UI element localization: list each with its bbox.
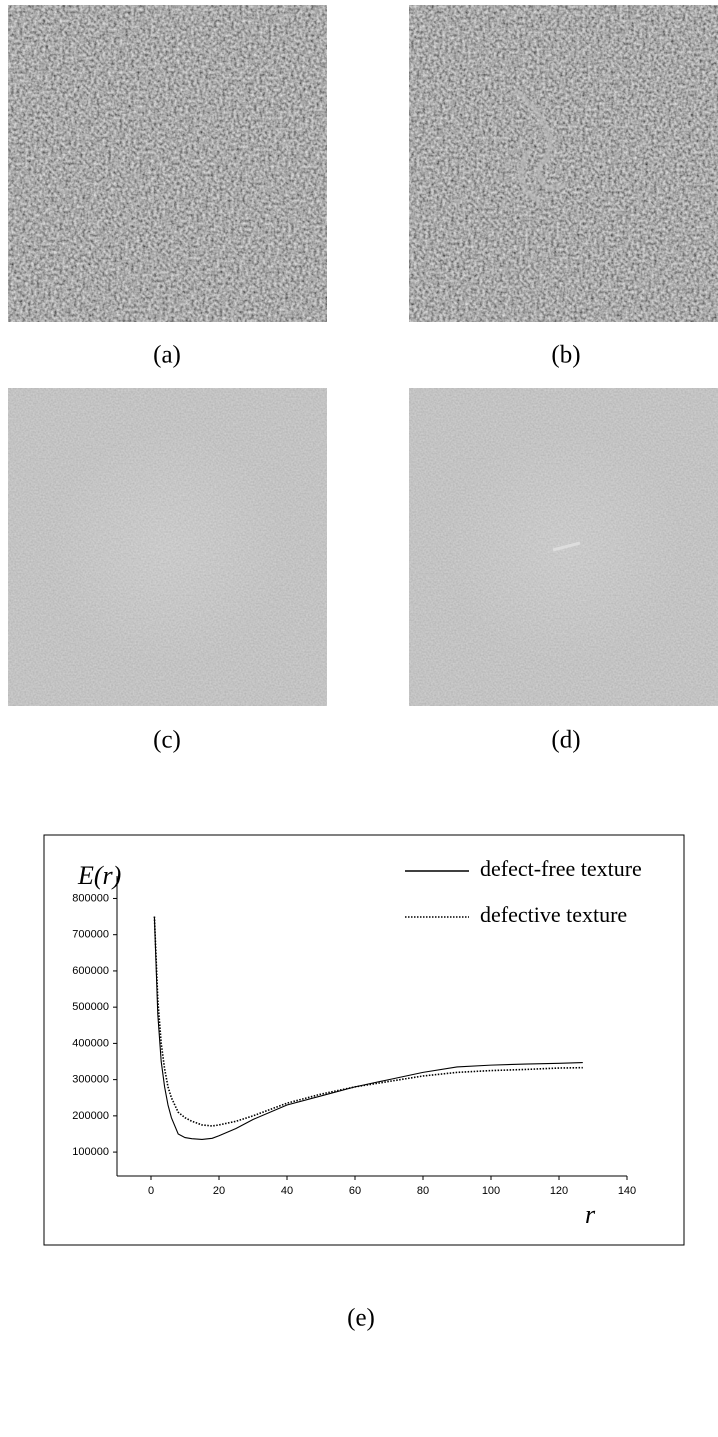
- x-tick-label: 100: [482, 1185, 500, 1197]
- data-line: [154, 917, 582, 1140]
- page: {"captions": ["(a)", "(b)", "(c)", "(d)"…: [0, 0, 718, 1432]
- y-axis-label: E(r): [77, 861, 121, 890]
- image-b: [409, 5, 718, 322]
- caption: (e): [347, 1305, 375, 1332]
- y-tick-label: 700000: [72, 929, 109, 941]
- y-tick-label: 800000: [72, 892, 109, 904]
- y-tick-label: 400000: [72, 1037, 109, 1049]
- y-tick-label: 600000: [72, 965, 109, 977]
- x-tick-label: 40: [281, 1185, 293, 1197]
- legend-label: defect-free texture: [480, 856, 642, 881]
- x-tick-label: 80: [417, 1185, 429, 1197]
- data-line: [154, 917, 582, 1126]
- figure: (a) (b) (c) (d) (e) E(r) r 100000 200000 3…: [0, 0, 718, 1432]
- caption: (b): [551, 342, 580, 369]
- y-tick-label: 500000: [72, 1001, 109, 1013]
- y-tick-label: 300000: [72, 1074, 109, 1086]
- caption: (a): [153, 342, 181, 369]
- legend-label: defective texture: [480, 902, 627, 927]
- chart-frame: [44, 835, 684, 1245]
- y-tick-label: 200000: [72, 1110, 109, 1122]
- x-tick-label: 60: [349, 1185, 361, 1197]
- x-tick-label: 0: [148, 1185, 154, 1197]
- y-tick-label: 100000: [72, 1146, 109, 1158]
- caption: (d): [551, 727, 580, 754]
- image-a: [8, 5, 327, 322]
- x-tick-label: 120: [550, 1185, 568, 1197]
- spectrum-glow: [47, 427, 287, 667]
- x-tick-label: 140: [618, 1185, 636, 1197]
- x-axis-label: r: [585, 1200, 596, 1229]
- caption: (c): [153, 727, 181, 754]
- x-tick-label: 20: [213, 1185, 225, 1197]
